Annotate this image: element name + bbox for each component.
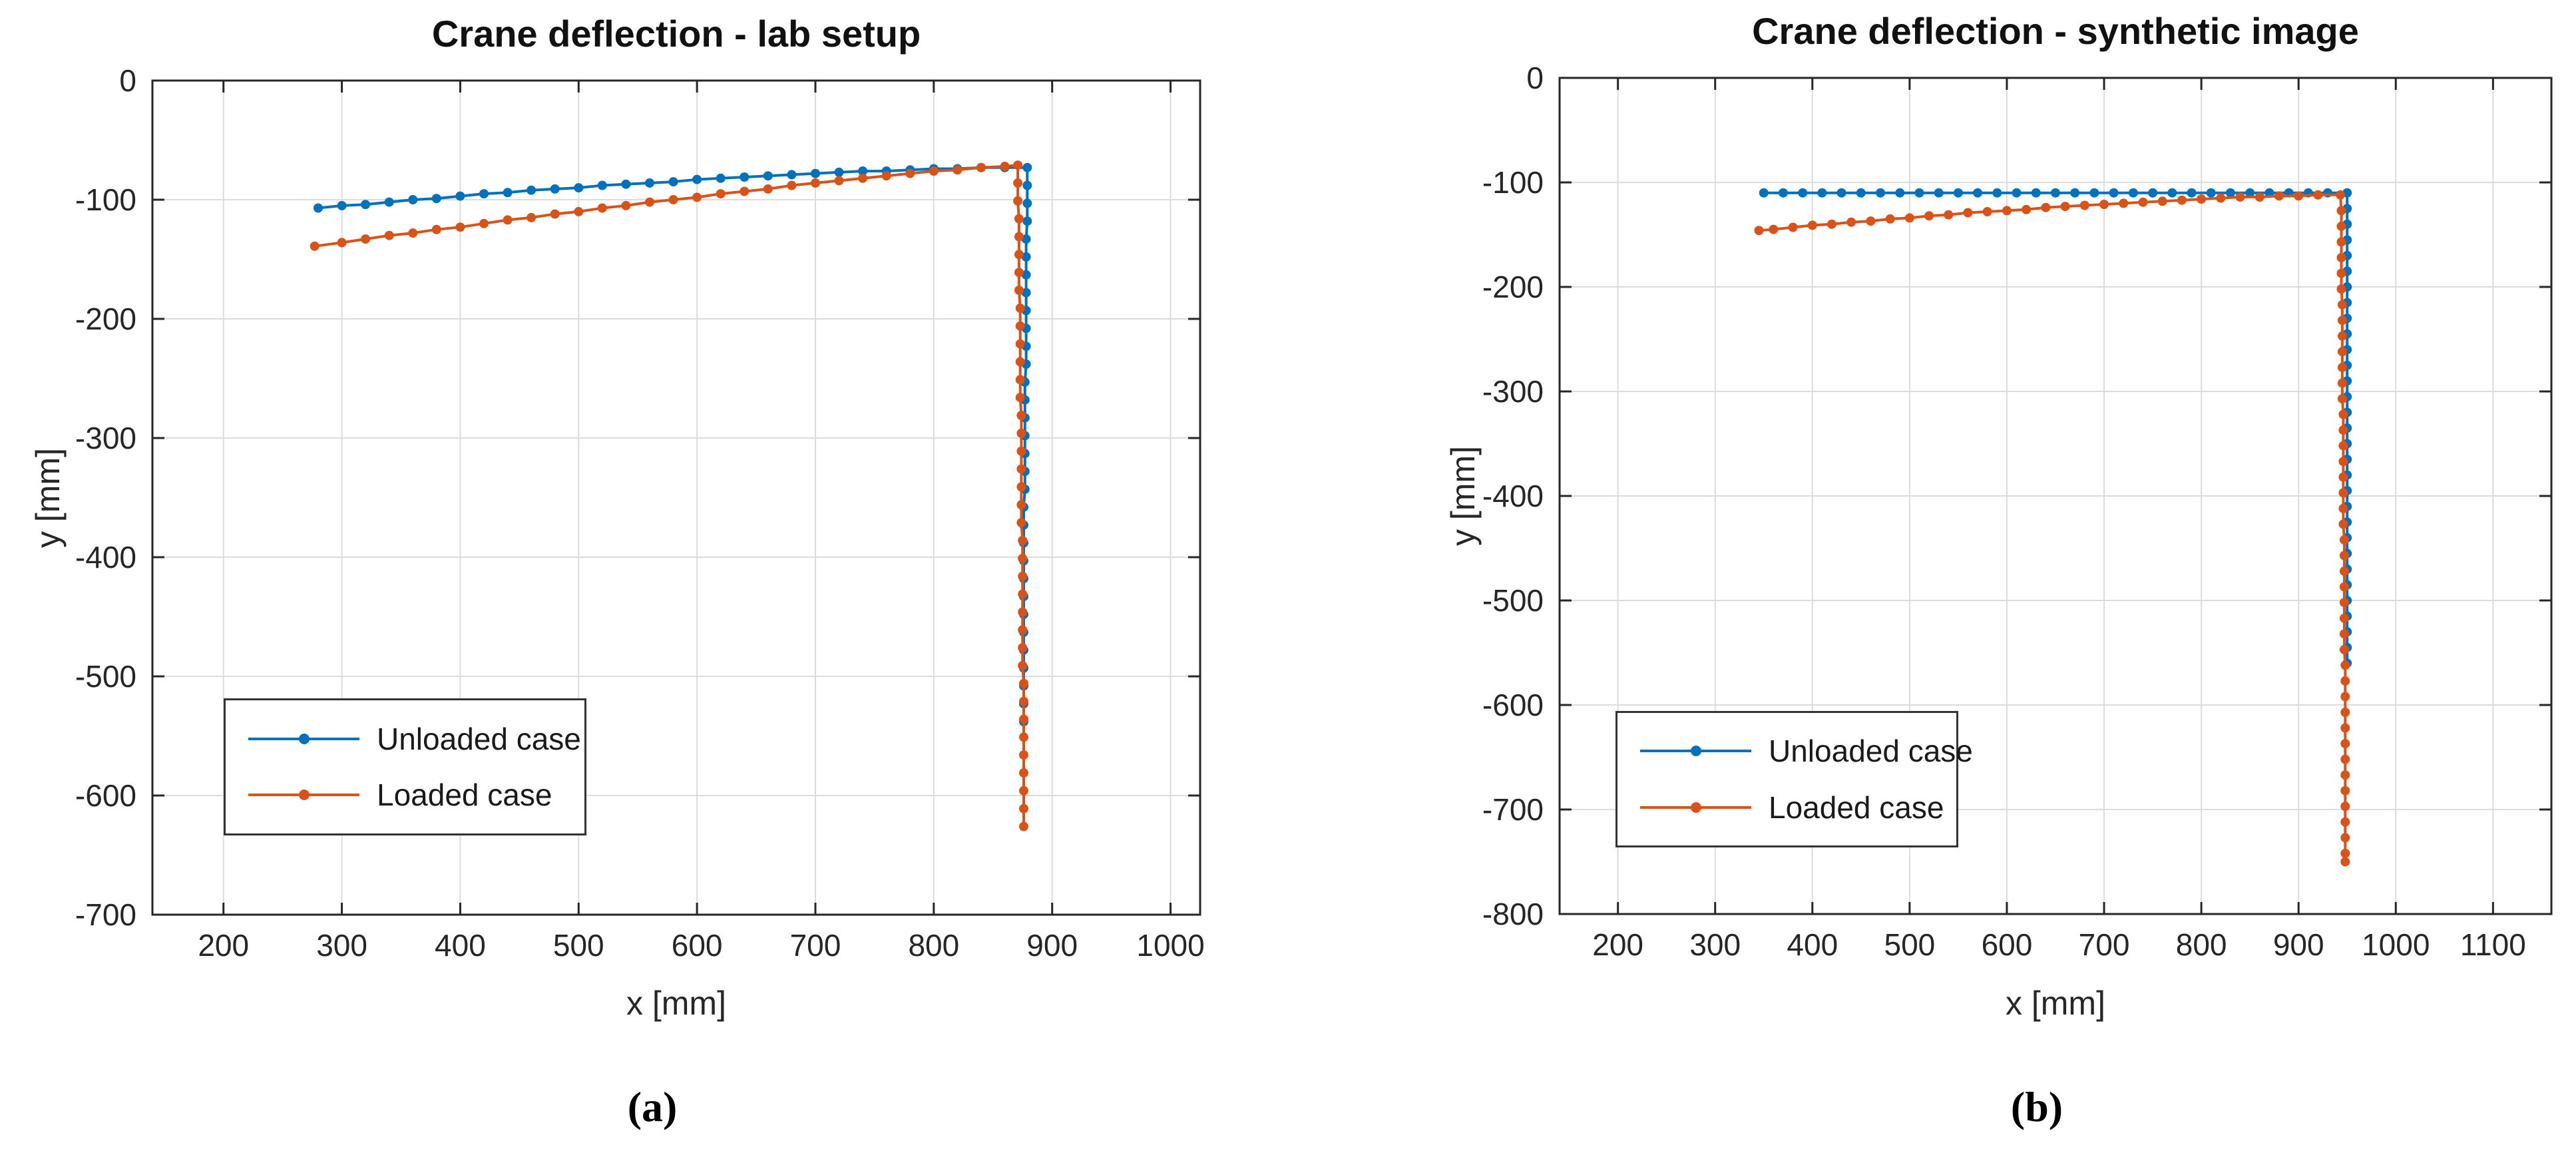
svg-text:-500: -500: [75, 659, 136, 694]
svg-text:900: 900: [1026, 928, 1078, 963]
legend-entry-loaded: Loaded case: [1637, 790, 1956, 825]
chart-b-title: Crane deflection - synthetic image: [1752, 10, 2359, 52]
legend-entry-unloaded: Unloaded case: [246, 721, 584, 757]
chart-a-legend: Unloaded case Loaded case: [224, 698, 586, 835]
subfigure-caption-a: (a): [627, 1083, 678, 1130]
svg-text:0: 0: [1526, 61, 1544, 95]
series-line: [318, 166, 1029, 722]
chart-a-x-axis-label: x [mm]: [626, 985, 726, 1022]
svg-text:400: 400: [435, 928, 486, 963]
svg-text:200: 200: [198, 928, 249, 963]
svg-text:600: 600: [672, 928, 723, 963]
chart-b-y-axis-label: y [mm]: [1444, 446, 1482, 546]
axes-group: 200 300 400 500 600 700 800 900 1000 0 -100 -200 -30…: [75, 63, 1205, 963]
svg-text:600: 600: [1982, 927, 2033, 962]
svg-text:1000: 1000: [1136, 928, 1204, 963]
chart-a-y-axis-label: y [mm]: [29, 448, 67, 548]
subfigure-caption-b: (b): [2010, 1083, 2063, 1130]
svg-text:-500: -500: [1482, 583, 1544, 618]
legend-label-unloaded: Unloaded case: [1769, 734, 1973, 769]
svg-text:-100: -100: [75, 182, 136, 217]
svg-text:-200: -200: [1482, 270, 1544, 304]
svg-text:200: 200: [1592, 927, 1643, 962]
svg-text:-700: -700: [1482, 792, 1544, 827]
svg-text:1000: 1000: [2362, 927, 2430, 962]
svg-text:-400: -400: [1482, 479, 1544, 513]
legend-line-sample-blue-icon: [248, 733, 359, 744]
svg-text:-800: -800: [1482, 897, 1544, 931]
legend-entry-loaded: Loaded case: [246, 777, 584, 813]
svg-text:900: 900: [2273, 927, 2324, 962]
legend-label-loaded: Loaded case: [1769, 790, 1944, 825]
svg-text:1100: 1100: [2460, 927, 2526, 962]
svg-text:500: 500: [1884, 927, 1936, 962]
svg-text:300: 300: [1689, 927, 1741, 962]
legend-line-sample-blue-icon: [1640, 746, 1751, 757]
chart-b-x-axis-label: x [mm]: [2006, 985, 2105, 1022]
svg-text:-600: -600: [1482, 688, 1544, 722]
legend-line-sample-orange-icon: [1640, 802, 1751, 813]
svg-text:400: 400: [1787, 927, 1838, 962]
svg-text:-600: -600: [75, 778, 136, 813]
legend-label-loaded: Loaded case: [377, 778, 552, 813]
svg-text:700: 700: [790, 928, 841, 963]
svg-text:-300: -300: [1482, 374, 1544, 409]
svg-text:-700: -700: [75, 897, 136, 932]
svg-text:800: 800: [908, 928, 959, 963]
legend-entry-unloaded: Unloaded case: [1637, 733, 1973, 769]
series-line: [1763, 191, 2349, 664]
svg-text:0: 0: [119, 63, 136, 98]
svg-text:500: 500: [553, 928, 604, 963]
axes-group: 200 300 400 500 600 700 800 900 1000 1100 0 -100 -20…: [1482, 61, 2553, 962]
chart-b-legend: Unloaded case Loaded case: [1615, 711, 1973, 847]
svg-text:-400: -400: [75, 540, 136, 575]
svg-text:800: 800: [2176, 927, 2227, 962]
legend-line-sample-orange-icon: [248, 790, 359, 801]
svg-text:-300: -300: [75, 421, 136, 455]
svg-text:700: 700: [2079, 927, 2130, 962]
chart-a-title: Crane deflection - lab setup: [431, 13, 921, 55]
svg-text:-200: -200: [75, 302, 136, 336]
legend-label-unloaded: Unloaded case: [377, 721, 581, 756]
svg-text:300: 300: [316, 928, 367, 963]
svg-text:-100: -100: [1482, 165, 1544, 200]
